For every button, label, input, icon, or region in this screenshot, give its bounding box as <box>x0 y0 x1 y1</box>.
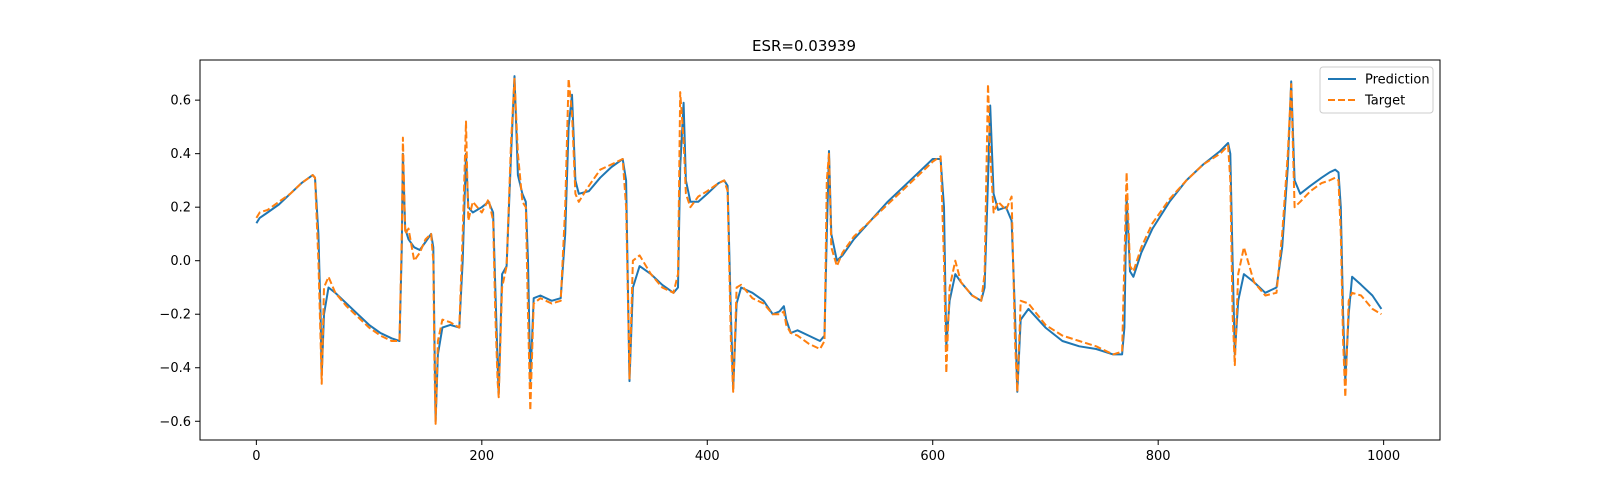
plot-area: 0 200 400 600 800 1000 −0.6 −0.4 −0.2 0.0 0.2 0.4 0.… <box>159 59 1441 464</box>
x-tick-label: 200 <box>469 449 494 464</box>
series-line-target <box>255 77 1382 425</box>
x-tick-label: 0 <box>252 449 260 464</box>
y-tick-label: −0.2 <box>159 308 191 323</box>
x-tick-label: 600 <box>920 449 945 464</box>
x-tick-label: 800 <box>1146 449 1171 464</box>
x-tick-label: 1000 <box>1367 449 1400 464</box>
legend-label-target: Target <box>1364 94 1405 109</box>
legend: Prediction Target <box>1319 66 1434 114</box>
series-group <box>255 75 1383 425</box>
axes-frame <box>199 59 1441 441</box>
y-tick-label: 0.0 <box>170 254 191 269</box>
y-tick-label: 0.2 <box>170 201 191 216</box>
y-tick-label: 0.4 <box>170 147 191 162</box>
x-tick-label: 400 <box>695 449 720 464</box>
y-tick-label: −0.6 <box>159 415 191 430</box>
legend-label-prediction: Prediction <box>1365 73 1430 88</box>
chart-title: ESR=0.03939 <box>752 37 856 55</box>
y-tick-label: −0.4 <box>159 361 191 376</box>
y-tick-label: 0.6 <box>170 94 191 109</box>
